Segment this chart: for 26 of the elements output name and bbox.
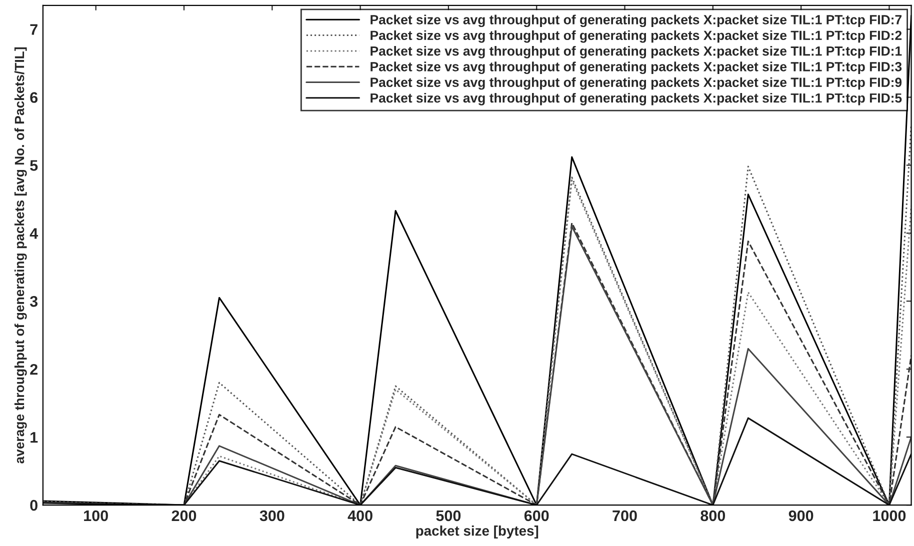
x-tick-label: 400 — [348, 510, 372, 522]
x-tick-label: 600 — [524, 510, 549, 522]
legend-label: Packet size vs avg throughput of generating packets X:packet size TIL:1 PT:tcp FID:5 — [370, 92, 902, 106]
legend-label: Packet size vs avg throughput of generating packets X:packet size TIL:1 PT:tcp FID:9 — [370, 77, 902, 90]
y-tick-label: 5 — [30, 160, 38, 171]
y-tick-label: 7 — [30, 24, 38, 35]
x-axis-title: packet size [bytes] — [416, 526, 538, 538]
legend-label: Packet size vs avg throughput of generating packets X:packet size TIL:1 PT:tcp FID:3 — [370, 62, 902, 74]
x-tick-label: 300 — [260, 510, 284, 522]
x-tick-label: 700 — [612, 510, 637, 522]
legend-label: Packet size vs avg throughput of generating packets X:packet size TIL:1 PT:tcp FID:7 — [370, 14, 902, 28]
x-tick-label: 500 — [436, 510, 461, 522]
y-tick-label: 2 — [30, 364, 38, 375]
x-tick-label: 100 — [84, 510, 108, 522]
x-tick-label: 1000 — [873, 510, 906, 522]
y-tick-label: 1 — [30, 432, 38, 443]
x-tick-label: 800 — [700, 510, 726, 522]
y-tick-label: 3 — [30, 296, 38, 307]
y-axis-title: average throughput of generating packets [avg No. of Packets/TIL] — [14, 47, 27, 464]
legend-label: Packet size vs avg throughput of generating packets X:packet size TIL:1 PT:tcp FID:1 — [370, 46, 902, 58]
y-tick-label: 6 — [30, 92, 38, 103]
x-tick-label: 200 — [172, 510, 196, 522]
y-tick-label: 4 — [30, 228, 38, 239]
y-tick-label: 0 — [30, 500, 38, 511]
legend-label: Packet size vs avg throughput of generating packets X:packet size TIL:1 PT:tcp FID:2 — [370, 30, 902, 43]
x-tick-label: 900 — [788, 510, 814, 522]
